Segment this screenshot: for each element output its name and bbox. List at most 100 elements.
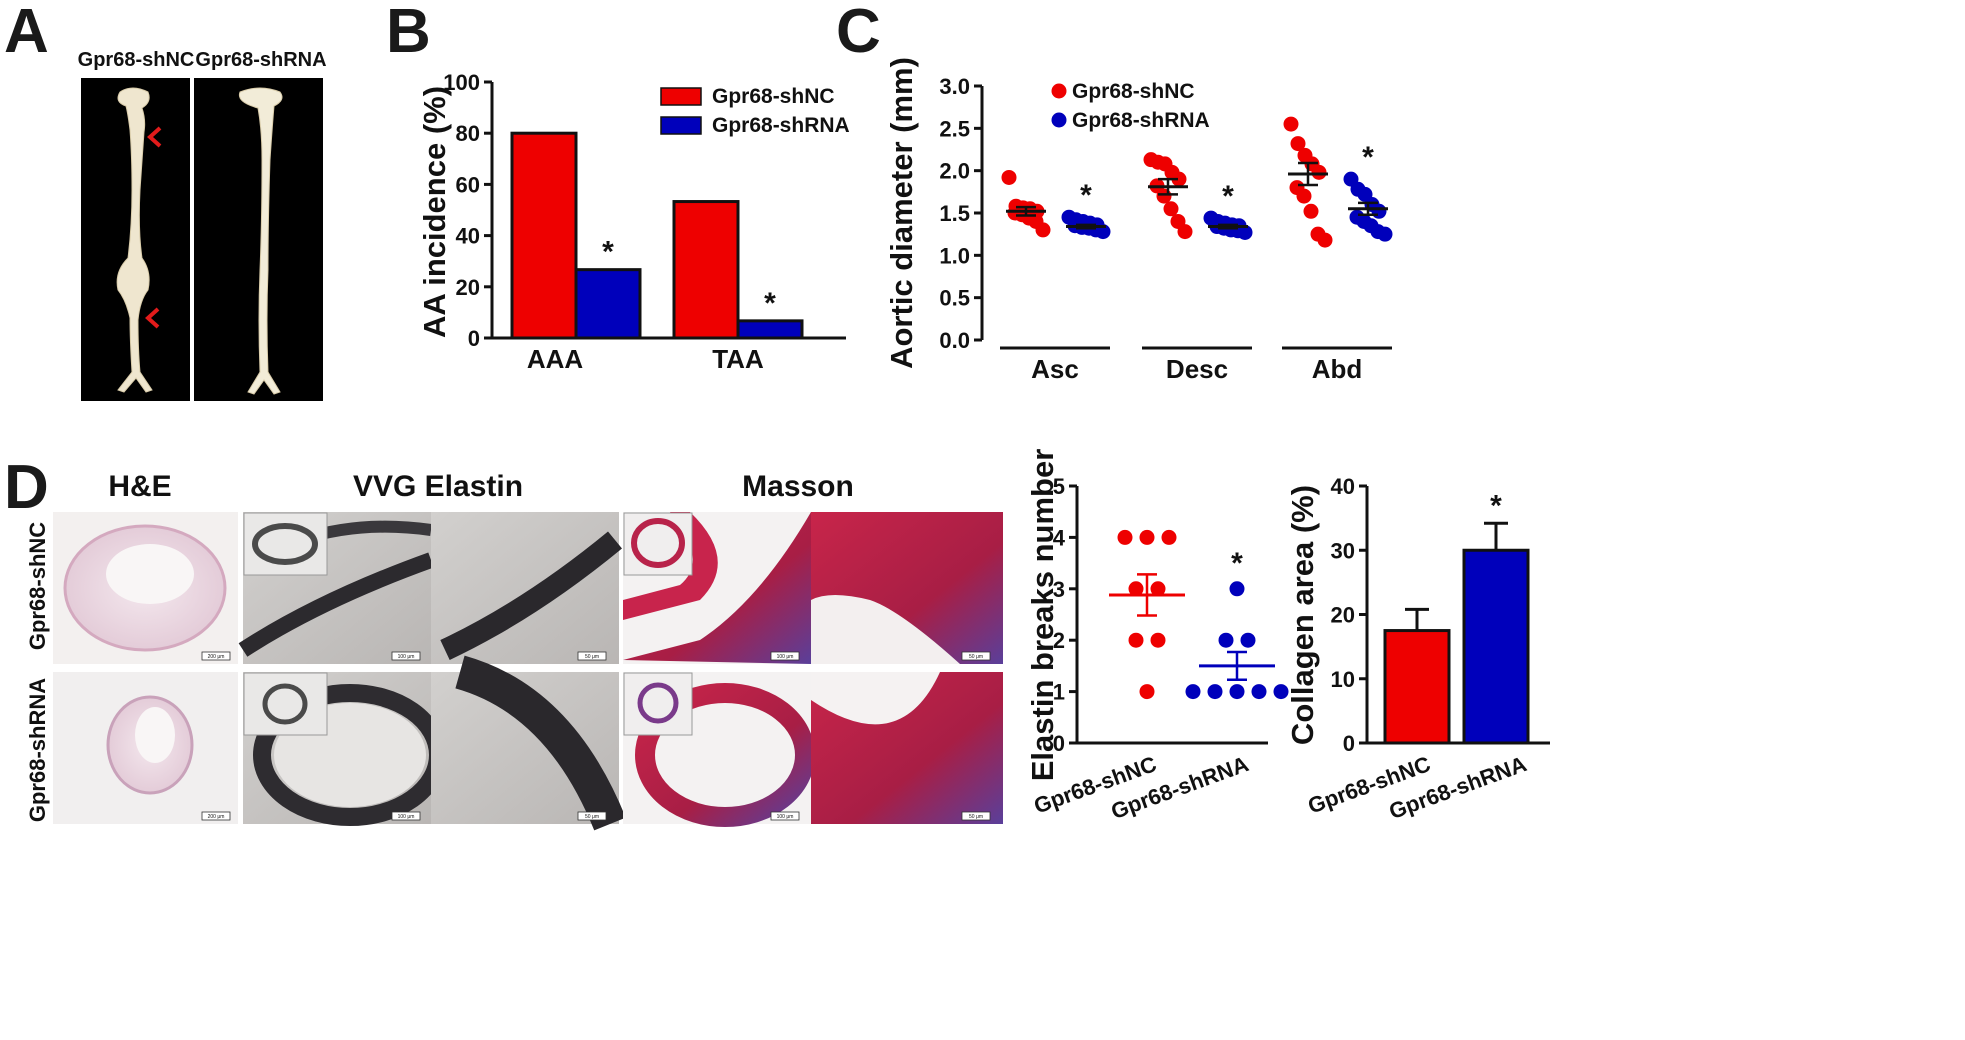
elastin-point-shnc-1 (1139, 529, 1155, 545)
collagen-ytick-label-3: 30 (1331, 538, 1355, 563)
collagen-ytick-label-1: 10 (1331, 667, 1355, 692)
panel-c-ytick-label-0: 0.0 (939, 328, 970, 353)
elastin-ytick-label-5: 5 (1053, 474, 1065, 499)
panel-b-significance-aaa: * (602, 236, 614, 269)
panel-b-bar-taa-shrna (736, 319, 804, 340)
panel-b-bar-taa-shnc (672, 200, 740, 340)
panel-c-significance-abd: * (1362, 141, 1374, 174)
panel-b-label: B (386, 0, 431, 66)
scale-bar-masson-low-shnc (770, 651, 800, 661)
panel-b-legend-label-shnc: Gpr68-shNC (712, 85, 835, 108)
panel-c-point-abd-shnc-4 (1311, 164, 1327, 180)
vvg-inset-ring-shnc (252, 523, 318, 565)
panel-b-y-axis-label: AA incidence (%) (417, 86, 452, 338)
scale-label-he-shrna: 200 μm (208, 814, 225, 820)
scale-bar-vvg-low-shrna (391, 811, 421, 821)
aorta-specimen-shnc (116, 87, 153, 393)
panel-c-ytick-label-3: 1.5 (939, 201, 970, 226)
elastin-point-shnc-0 (1117, 529, 1133, 545)
he-lumen-shrna (135, 707, 175, 763)
panel-a-group-2-title: Gpr68-shRNA (195, 49, 326, 71)
scale-label-he-shnc: 200 μm (208, 654, 225, 660)
masson-inset-ring-shrna (637, 682, 679, 724)
panel-c-ytick-label-4: 2.0 (939, 159, 970, 184)
panel-c-point-abd-shnc-0 (1283, 116, 1299, 132)
panel-c-point-desc-shnc-9 (1177, 224, 1193, 240)
panel-c-legend-label-shrna: Gpr68-shRNA (1072, 109, 1210, 132)
panel-b-bar-chart: B AA incidence (%) 0 20 40 60 80 100 * * AAA T… (386, 0, 850, 374)
panel-b-ytick-label-5: 100 (443, 70, 480, 95)
elastin-point-shnc-3 (1128, 581, 1144, 597)
scale-label-vvg-high-shrna: 50 μm (585, 814, 599, 820)
panel-c-point-asc-shnc-0 (1001, 169, 1017, 185)
scale-label-masson-high-shrna: 50 μm (969, 814, 983, 820)
panel-c-point-abd-shnc-9 (1317, 232, 1333, 248)
elastin-point-shrna-3 (1185, 684, 1201, 700)
elastin-ytick-label-3: 3 (1053, 577, 1065, 602)
vvg-inset-ring-shrna (262, 683, 308, 725)
panel-b-ytick-label-1: 20 (456, 275, 480, 300)
panel-c-point-desc-shnc-7 (1163, 201, 1179, 217)
elastin-point-shrna-0 (1229, 581, 1245, 597)
panel-b-ytick-label-3: 60 (456, 172, 480, 197)
stain-title-he: H&E (108, 470, 171, 503)
panel-c-legend-marker-shnc (1051, 83, 1067, 99)
masson-tissue-low-shnc (623, 512, 811, 664)
panel-c-point-abd-shrna-9 (1377, 226, 1393, 242)
panel-a-group-1-title: Gpr68-shNC (78, 49, 195, 71)
panel-c-scatter-chart: C Aortic diameter (mm) 0.0 0.5 1.0 1.5 2.0 2.… (836, 0, 1393, 384)
panel-c-point-abd-shrna-4 (1371, 203, 1387, 219)
panel-b-significance-taa: * (764, 287, 776, 320)
elastin-point-shrna-2 (1240, 632, 1256, 648)
panel-b-bar-aaa-shrna (574, 268, 642, 340)
scale-label-vvg-low-shrna: 100 μm (398, 814, 415, 820)
scale-bar-vvg-high-shnc (577, 651, 607, 661)
panel-d-label: D (4, 453, 49, 522)
panel-c-point-abd-shnc-7 (1303, 203, 1319, 219)
elastin-point-shrna-1 (1218, 632, 1234, 648)
aneurysm-arrow-lower-icon (145, 307, 160, 329)
panel-c-legend-label-shnc: Gpr68-shNC (1072, 80, 1195, 103)
scale-label-masson-high-shnc: 50 μm (969, 654, 983, 660)
panel-c-ytick-label-1: 0.5 (939, 286, 970, 311)
elastin-point-shnc-6 (1150, 632, 1166, 648)
panel-c-point-abd-shnc-1 (1290, 136, 1306, 152)
scale-bar-he-shnc (201, 651, 231, 661)
panel-c-point-asc-shnc-9 (1035, 222, 1051, 238)
row-label-shnc: Gpr68-shNC (25, 522, 50, 650)
vvg-inset-shrna (243, 672, 328, 736)
panel-c-point-abd-shnc-6 (1296, 188, 1312, 204)
panel-b-category-aaa: AAA (527, 344, 584, 374)
panel-d-histology: D H&E VVG Elastin Masson Gpr68-shNC Gpr6… (4, 453, 1003, 831)
scale-label-vvg-high-shnc: 50 μm (585, 654, 599, 660)
panel-a-label: A (4, 0, 49, 66)
scale-label-vvg-low-shnc: 100 μm (398, 654, 415, 660)
collagen-ytick-label-2: 20 (1331, 603, 1355, 628)
vvg-elastin-band-high-shnc (440, 531, 622, 660)
collagen-ytick-label-4: 40 (1331, 474, 1355, 499)
scale-bar-vvg-low-shnc (391, 651, 421, 661)
panel-c-significance-desc: * (1222, 180, 1234, 213)
panel-b-bar-aaa-shnc (510, 131, 578, 340)
panel-c-category-asc: Asc (1031, 354, 1079, 384)
panel-b-category-taa: TAA (712, 344, 764, 374)
masson-tissue-low-shnc-2 (623, 512, 718, 620)
panel-c-y-axis-label: Aortic diameter (mm) (884, 57, 919, 369)
panel-c-ytick-label-2: 1.0 (939, 243, 970, 268)
vvg-elastin-band-high-shrna (455, 655, 626, 831)
elastin-point-shnc-2 (1161, 529, 1177, 545)
panel-b-ytick-label-2: 40 (456, 224, 480, 249)
scale-label-masson-low-shrna: 100 μm (777, 814, 794, 820)
panel-c-category-desc: Desc (1166, 354, 1228, 384)
elastin-ytick-label-2: 2 (1053, 628, 1065, 653)
masson-tissue-high-shrna (811, 672, 1003, 824)
masson-ring-low-shrna (635, 683, 815, 827)
panel-b-legend-label-shrna: Gpr68-shRNA (712, 114, 850, 137)
panel-b-ytick-label-0: 0 (468, 326, 480, 351)
elastin-point-shnc-7 (1139, 684, 1155, 700)
stain-title-masson: Masson (742, 470, 854, 503)
